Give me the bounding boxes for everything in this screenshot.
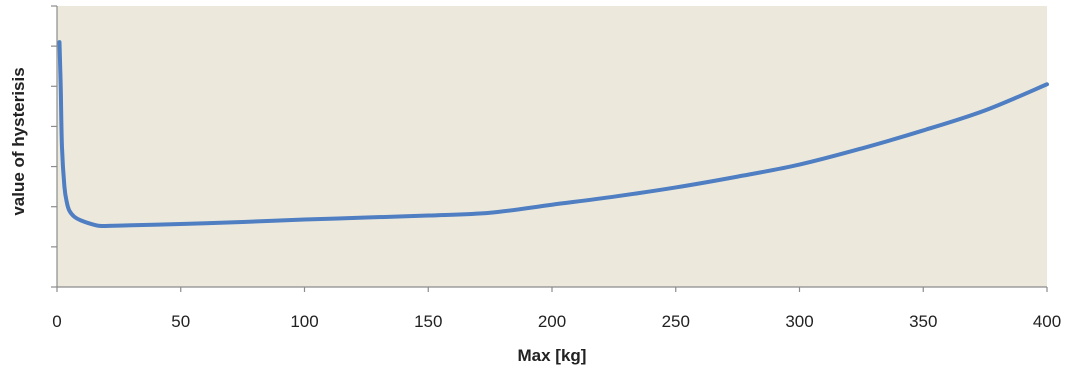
x-tick-label: 300 — [785, 312, 813, 331]
x-tick-label: 350 — [909, 312, 937, 331]
x-tick-label: 150 — [414, 312, 442, 331]
y-axis-ticks — [51, 5, 57, 288]
series-line — [57, 40, 1049, 229]
y-axis-title: value of hysterisis — [9, 67, 28, 215]
x-tick-label: 200 — [538, 312, 566, 331]
x-axis-title: Max [kg] — [518, 346, 587, 365]
x-tick-label: 100 — [290, 312, 318, 331]
x-tick-label: 250 — [662, 312, 690, 331]
x-tick-label: 50 — [171, 312, 190, 331]
x-tick-label: 400 — [1033, 312, 1061, 331]
x-tick-label: 0 — [52, 312, 61, 331]
x-axis-ticks: 0 50 100 150 200 250 300 350 400 — [52, 287, 1061, 331]
plot-area — [57, 6, 1047, 287]
